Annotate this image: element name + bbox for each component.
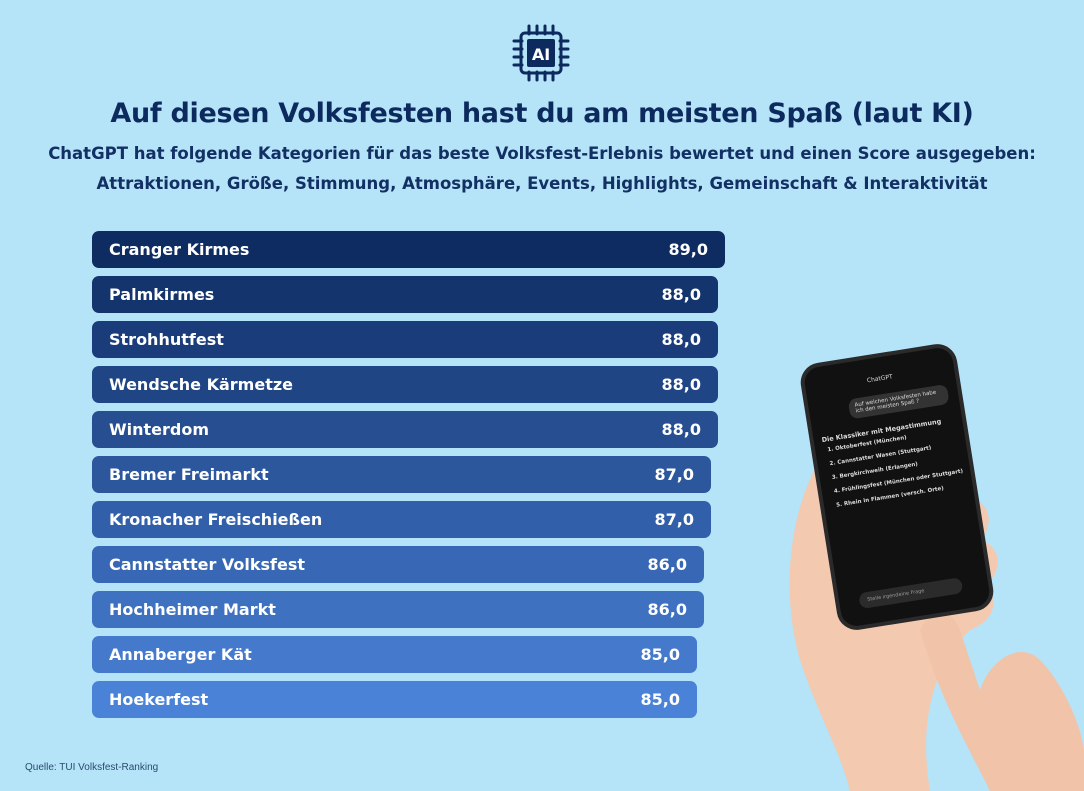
- ai-icon-text: AI: [532, 45, 550, 64]
- bar: Cannstatter Volksfest 86,0: [92, 546, 704, 583]
- bar-label: Hochheimer Markt: [109, 600, 276, 619]
- bar: Cranger Kirmes 89,0: [92, 231, 725, 268]
- phone-in-hand-image: ChatGPT Auf welchen Volksfesten habe ich…: [780, 330, 1084, 791]
- phone-question-bubble: Auf welchen Volksfesten habe ich den mei…: [847, 383, 950, 420]
- bar-label: Bremer Freimarkt: [109, 465, 269, 484]
- bar: Bremer Freimarkt 87,0: [92, 456, 711, 493]
- bar-label: Cannstatter Volksfest: [109, 555, 306, 574]
- bar-value-label: 87,0: [654, 465, 694, 484]
- page-title: Auf diesen Volksfesten hast du am meiste…: [110, 98, 974, 129]
- bar: Strohhutfest 88,0: [92, 321, 718, 358]
- bar-label: Wendsche Kärmetze: [109, 375, 294, 394]
- source-note: Quelle: TUI Volksfest-Ranking: [25, 762, 159, 773]
- bar: Hochheimer Markt 86,0: [92, 591, 704, 628]
- bar: Wendsche Kärmetze 88,0: [92, 366, 718, 403]
- bar-label: Strohhutfest: [109, 330, 224, 349]
- bar-value-label: 89,0: [668, 240, 708, 259]
- bar-value-label: 85,0: [640, 645, 680, 664]
- bar-value-label: 86,0: [647, 600, 687, 619]
- bar-value-label: 85,0: [640, 690, 680, 709]
- bar: Kronacher Freischießen 87,0: [92, 501, 711, 538]
- bar: Annaberger Kät 85,0: [92, 636, 697, 673]
- bar-label: Hoekerfest: [109, 690, 209, 709]
- subtitle-line-2: Attraktionen, Größe, Stimmung, Atmosphär…: [96, 174, 988, 193]
- phone-input: Stelle irgendeine Frage: [858, 577, 964, 610]
- bar-value-label: 88,0: [661, 375, 701, 394]
- bar-value-label: 86,0: [647, 555, 687, 574]
- bar-value-label: 88,0: [661, 420, 701, 439]
- bar-label: Palmkirmes: [109, 285, 215, 304]
- bar-label: Annaberger Kät: [109, 645, 252, 664]
- bar-label: Cranger Kirmes: [109, 240, 250, 259]
- bar-value-label: 88,0: [661, 330, 701, 349]
- subtitle-line-1: ChatGPT hat folgende Kategorien für das …: [48, 144, 1036, 163]
- bar: Palmkirmes 88,0: [92, 276, 718, 313]
- bar: Winterdom 88,0: [92, 411, 718, 448]
- bar-value-label: 88,0: [661, 285, 701, 304]
- bar: Hoekerfest 85,0: [92, 681, 697, 718]
- bar-label: Kronacher Freischießen: [109, 510, 323, 529]
- ai-chip-icon: AI: [512, 24, 570, 82]
- bar-label: Winterdom: [109, 420, 210, 439]
- bar-value-label: 87,0: [654, 510, 694, 529]
